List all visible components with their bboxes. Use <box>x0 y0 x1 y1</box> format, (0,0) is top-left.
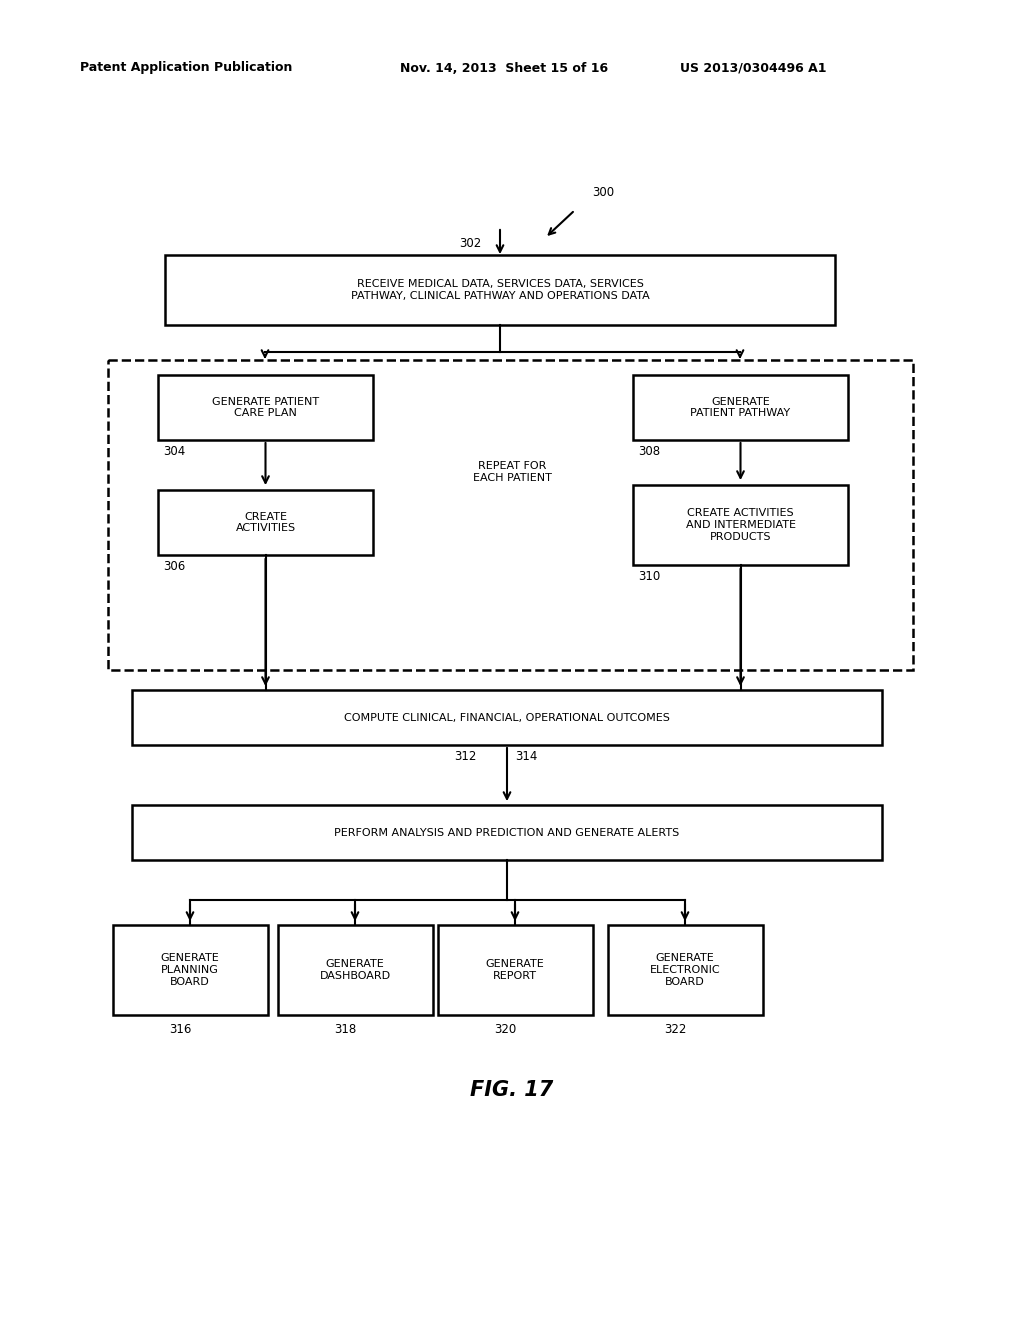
Text: 300: 300 <box>592 186 614 199</box>
Text: CREATE
ACTIVITIES: CREATE ACTIVITIES <box>236 512 296 533</box>
Text: 316: 316 <box>169 1023 191 1036</box>
Bar <box>633 484 848 565</box>
Text: GENERATE
DASHBOARD: GENERATE DASHBOARD <box>319 960 390 981</box>
Text: FIG. 17: FIG. 17 <box>470 1080 554 1100</box>
Bar <box>158 490 373 554</box>
Bar <box>132 805 882 861</box>
Text: 306: 306 <box>163 560 185 573</box>
Bar <box>437 925 593 1015</box>
Text: 304: 304 <box>163 445 185 458</box>
Text: Patent Application Publication: Patent Application Publication <box>80 62 293 74</box>
Bar <box>158 375 373 440</box>
Text: PERFORM ANALYSIS AND PREDICTION AND GENERATE ALERTS: PERFORM ANALYSIS AND PREDICTION AND GENE… <box>335 828 680 837</box>
Text: 302: 302 <box>459 238 481 249</box>
Text: REPEAT FOR
EACH PATIENT: REPEAT FOR EACH PATIENT <box>472 461 552 483</box>
Text: 318: 318 <box>334 1023 356 1036</box>
Bar <box>607 925 763 1015</box>
Text: RECEIVE MEDICAL DATA, SERVICES DATA, SERVICES
PATHWAY, CLINICAL PATHWAY AND OPER: RECEIVE MEDICAL DATA, SERVICES DATA, SER… <box>350 280 649 301</box>
Text: 320: 320 <box>494 1023 516 1036</box>
Bar <box>165 255 835 325</box>
Text: GENERATE
REPORT: GENERATE REPORT <box>485 960 545 981</box>
Text: GENERATE
PLANNING
BOARD: GENERATE PLANNING BOARD <box>161 953 219 986</box>
Bar <box>113 925 267 1015</box>
Text: 310: 310 <box>638 570 660 583</box>
Text: GENERATE
PATIENT PATHWAY: GENERATE PATIENT PATHWAY <box>690 397 791 418</box>
Bar <box>633 375 848 440</box>
Text: COMPUTE CLINICAL, FINANCIAL, OPERATIONAL OUTCOMES: COMPUTE CLINICAL, FINANCIAL, OPERATIONAL… <box>344 713 670 722</box>
Text: 312: 312 <box>455 750 477 763</box>
Text: GENERATE PATIENT
CARE PLAN: GENERATE PATIENT CARE PLAN <box>212 397 319 418</box>
Text: 322: 322 <box>664 1023 686 1036</box>
Text: 308: 308 <box>638 445 660 458</box>
Bar <box>132 690 882 744</box>
Bar <box>278 925 432 1015</box>
Text: 314: 314 <box>515 750 538 763</box>
Text: Nov. 14, 2013  Sheet 15 of 16: Nov. 14, 2013 Sheet 15 of 16 <box>400 62 608 74</box>
Text: GENERATE
ELECTRONIC
BOARD: GENERATE ELECTRONIC BOARD <box>649 953 720 986</box>
Text: US 2013/0304496 A1: US 2013/0304496 A1 <box>680 62 826 74</box>
Text: CREATE ACTIVITIES
AND INTERMEDIATE
PRODUCTS: CREATE ACTIVITIES AND INTERMEDIATE PRODU… <box>685 508 796 541</box>
Bar <box>108 360 913 671</box>
